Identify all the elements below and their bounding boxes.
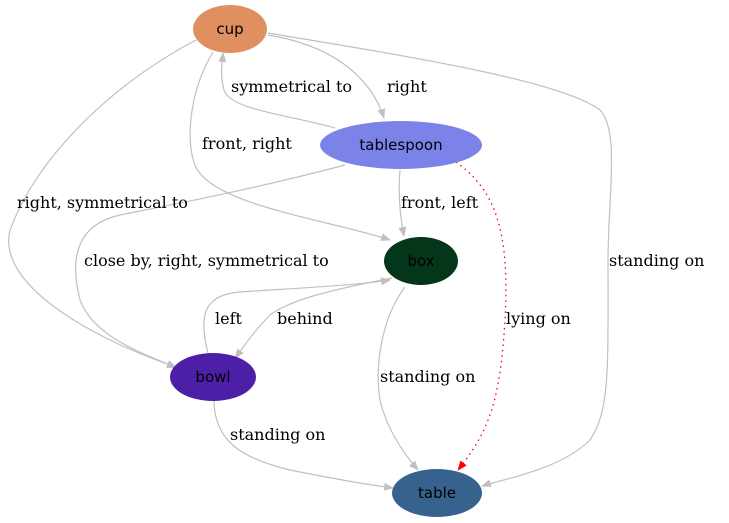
edge-cup-bowl [8,39,197,368]
node-bowl-shape [170,353,256,401]
node-cup-shape [193,5,267,53]
node-tablespoon-shape [320,121,482,169]
node-table-label: table [418,484,456,502]
edge-cup-box [189,51,391,241]
edge-label-tablespoon-bowl: close by, right, symmetrical to [84,251,329,270]
node-bowl[interactable]: bowl [170,353,256,401]
edge-label-cup-tablespoon: right [387,77,427,96]
edge-labels: right symmetrical to front, right right,… [17,77,704,444]
edge-label-box-bowl: behind [277,309,333,328]
node-tablespoon[interactable]: tablespoon [320,121,482,169]
edge-bowl-table [213,399,394,491]
edge-box-table [377,286,419,471]
edge-label-bowl-box: left [215,309,243,328]
edge-label-cup-bowl: right, symmetrical to [17,193,188,212]
edge-label-cup-table: standing on [609,251,704,270]
edge-tablespoon-cup [218,52,336,129]
edge-label-tablespoon-box: front, left [401,193,479,212]
edge-label-tablespoon-table: lying on [506,309,571,328]
node-cup[interactable]: cup [193,5,267,53]
edges [8,32,613,491]
node-box-label: box [407,252,434,270]
node-cup-label: cup [216,20,243,38]
node-box[interactable]: box [384,237,458,285]
node-box-shape [384,237,458,285]
edge-cup-table [267,32,613,487]
edge-box-bowl [234,277,393,359]
node-table-shape [392,469,482,517]
edge-tablespoon-box [398,169,407,237]
edge-cup-tablespoon [267,34,386,119]
node-bowl-label: bowl [195,368,230,386]
edge-label-cup-box: front, right [202,134,292,153]
nodes: cup tablespoon box bowl table [170,5,482,517]
edge-label-bowl-table: standing on [230,425,325,444]
node-table[interactable]: table [392,469,482,517]
node-tablespoon-label: tablespoon [359,136,442,154]
edge-label-tablespoon-cup: symmetrical to [231,77,352,96]
edge-label-box-table: standing on [380,367,475,386]
edge-bowl-box [203,277,391,354]
edge-tablespoon-bowl [75,164,346,369]
